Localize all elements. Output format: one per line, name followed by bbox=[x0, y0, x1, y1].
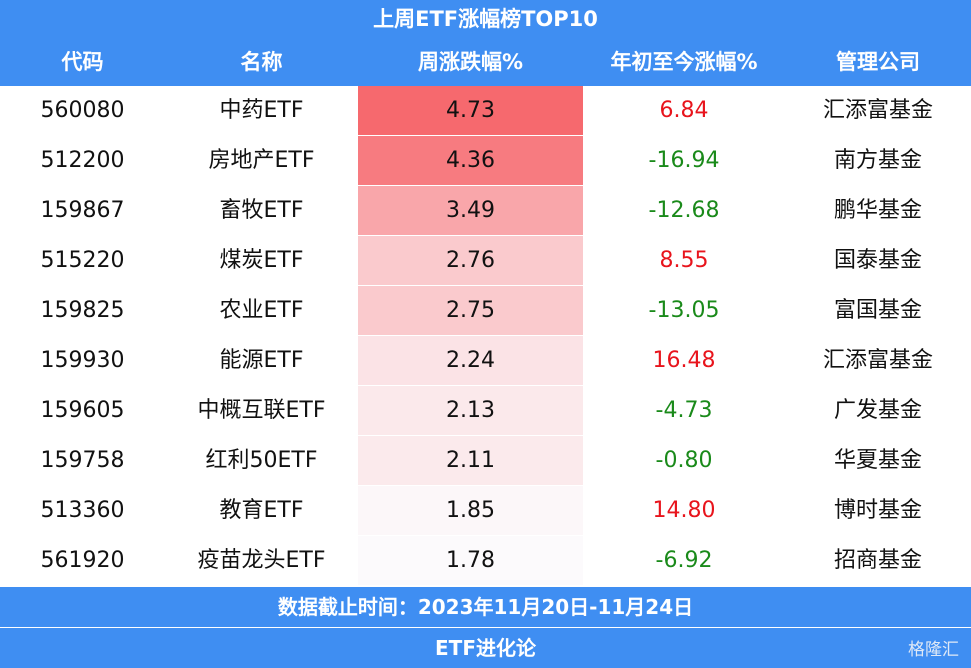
fund-name: 红利50ETF bbox=[205, 448, 318, 473]
fund-name: 畜牧ETF bbox=[219, 198, 304, 223]
watermark: 格隆汇 bbox=[908, 640, 959, 660]
weekly-change: 2.11 bbox=[358, 436, 583, 486]
ytd-change: 14.80 bbox=[652, 498, 716, 523]
fund-name: 教育ETF bbox=[219, 498, 304, 523]
ytd-change: -6.92 bbox=[655, 548, 713, 573]
source: ETF进化论 bbox=[0, 628, 971, 668]
code: 159930 bbox=[40, 348, 125, 373]
weekly-change: 4.73 bbox=[358, 86, 583, 136]
ytd-change: -0.80 bbox=[655, 448, 713, 473]
manager: 广发基金 bbox=[833, 398, 922, 423]
weekly-change: 1.85 bbox=[358, 486, 583, 536]
ytd-change: 16.48 bbox=[652, 348, 716, 373]
manager: 国泰基金 bbox=[833, 248, 922, 273]
manager: 博时基金 bbox=[833, 498, 922, 523]
manager: 富国基金 bbox=[833, 298, 922, 323]
column-header: 周涨跌幅% bbox=[417, 50, 524, 74]
manager: 汇添富基金 bbox=[822, 348, 933, 373]
manager: 招商基金 bbox=[833, 548, 922, 573]
column-header: 名称 bbox=[240, 50, 283, 74]
manager: 鹏华基金 bbox=[833, 198, 922, 223]
weekly-change: 2.13 bbox=[358, 386, 583, 436]
weekly-change: 2.75 bbox=[358, 286, 583, 336]
manager: 汇添富基金 bbox=[822, 98, 933, 123]
ytd-change: -12.68 bbox=[648, 198, 720, 223]
manager: 华夏基金 bbox=[833, 448, 922, 473]
fund-name: 疫苗龙头ETF bbox=[197, 548, 326, 573]
manager: 南方基金 bbox=[833, 148, 922, 173]
code: 159605 bbox=[40, 398, 125, 423]
weekly-change: 2.76 bbox=[358, 236, 583, 286]
fund-name: 农业ETF bbox=[219, 298, 304, 323]
date-note: 数据截止时间：2023年11月20日-11月24日 bbox=[0, 587, 971, 627]
code: 515220 bbox=[40, 248, 125, 273]
code: 513360 bbox=[40, 498, 125, 523]
ytd-change: 6.84 bbox=[659, 98, 709, 123]
ytd-change: -4.73 bbox=[655, 398, 713, 423]
weekly-change: 2.24 bbox=[358, 336, 583, 386]
fund-name: 房地产ETF bbox=[208, 148, 315, 173]
fund-name: 中概互联ETF bbox=[197, 398, 326, 423]
weekly-change: 4.36 bbox=[358, 136, 583, 186]
code: 512200 bbox=[40, 148, 125, 173]
fund-name: 能源ETF bbox=[219, 348, 304, 373]
title: 上周ETF涨幅榜TOP10 bbox=[0, 0, 971, 38]
weekly-change: 3.49 bbox=[358, 186, 583, 236]
fund-name: 中药ETF bbox=[219, 98, 304, 123]
code: 561920 bbox=[40, 548, 125, 573]
code: 159825 bbox=[40, 298, 125, 323]
code: 560080 bbox=[40, 98, 125, 123]
code: 159758 bbox=[40, 448, 125, 473]
weekly-change: 1.78 bbox=[358, 536, 583, 586]
code: 159867 bbox=[40, 198, 125, 223]
ytd-change: 8.55 bbox=[659, 248, 709, 273]
fund-name: 煤炭ETF bbox=[219, 248, 304, 273]
ytd-change: -13.05 bbox=[648, 298, 720, 323]
column-header: 年初至今涨幅% bbox=[610, 50, 758, 74]
column-header: 管理公司 bbox=[836, 50, 920, 74]
ytd-change: -16.94 bbox=[648, 148, 720, 173]
column-header: 代码 bbox=[61, 50, 104, 74]
